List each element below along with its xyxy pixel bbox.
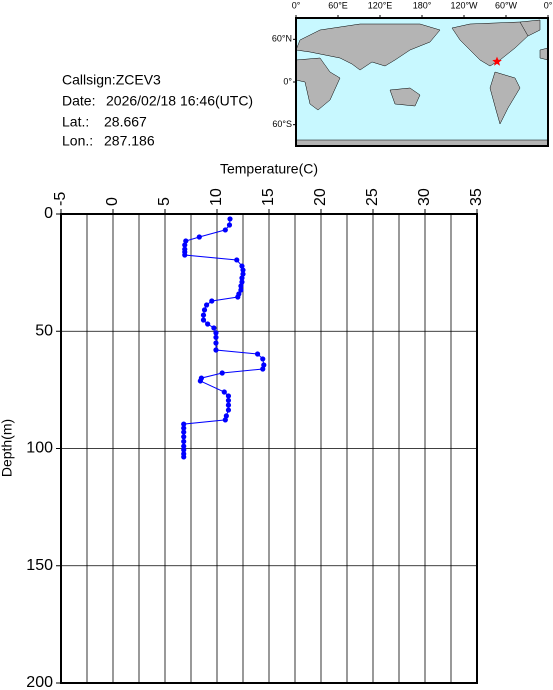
data-point — [235, 294, 241, 300]
data-point — [209, 298, 215, 304]
y-tick-label: 50 — [35, 322, 53, 339]
callsign: Callsign:ZCEV3 — [62, 72, 161, 88]
data-point — [200, 312, 207, 318]
data-point — [222, 417, 228, 423]
data-point — [213, 340, 219, 346]
station-marker — [492, 56, 502, 66]
map-y-label: 60°S — [272, 119, 292, 129]
data-point — [223, 413, 229, 419]
lon: 287.186 — [104, 133, 155, 149]
data-point — [239, 279, 245, 285]
data-point — [225, 407, 232, 413]
data-point — [197, 378, 203, 384]
x-tick-label: -5 — [52, 192, 69, 206]
x-tick-label: 20 — [312, 188, 329, 206]
map — [295, 17, 549, 147]
lon-label: Lon.: — [62, 133, 93, 149]
data-point — [182, 242, 188, 248]
y-tick-label: 0 — [44, 205, 53, 222]
land — [539, 47, 549, 61]
data-point — [254, 351, 261, 357]
data-point — [196, 234, 202, 240]
data-point — [221, 389, 227, 395]
data-point — [240, 267, 246, 273]
x-tick-label: 35 — [468, 188, 485, 206]
data-point — [219, 370, 225, 376]
land — [489, 71, 521, 125]
data-point — [181, 447, 187, 453]
map-x-label: 180° — [413, 0, 432, 10]
data-point — [181, 454, 187, 460]
lat: 28.667 — [104, 114, 147, 130]
data-point — [213, 330, 219, 336]
map-x-label: 120°W — [450, 0, 478, 10]
data-point — [181, 434, 187, 440]
land — [519, 19, 541, 37]
data-point — [213, 334, 219, 340]
land — [389, 87, 421, 107]
data-point — [213, 347, 219, 353]
data-point — [225, 402, 232, 408]
x-tick-label: 0 — [104, 197, 121, 206]
x-tick-label: 15 — [260, 188, 277, 206]
map-y-label: 0° — [283, 76, 292, 86]
y-axis-label: Depth(m) — [0, 419, 15, 477]
data-point — [239, 275, 245, 281]
data-point — [225, 393, 232, 399]
data-point — [222, 227, 228, 233]
data-point — [205, 321, 211, 327]
data-point — [238, 287, 244, 293]
x-tick-label: 25 — [364, 188, 381, 206]
map-x-label: 0° — [544, 0, 553, 10]
map-x-label: 120°E — [368, 0, 393, 10]
data-point — [181, 425, 187, 431]
land — [295, 23, 441, 71]
lat-label: Lat.: — [62, 114, 89, 130]
data-point — [204, 302, 210, 308]
x-tick-label: 30 — [416, 188, 433, 206]
map-x-label: 60°E — [328, 0, 348, 10]
data-point — [211, 325, 217, 331]
land — [295, 57, 341, 111]
data-point — [260, 366, 266, 372]
map-y-label: 60°N — [272, 34, 292, 44]
y-tick-label: 150 — [26, 557, 53, 574]
data-point — [239, 263, 245, 269]
data-point — [226, 222, 233, 228]
y-tick-label: 100 — [26, 440, 53, 457]
x-tick-label: 5 — [156, 197, 173, 206]
x-axis-label: Temperature(C) — [220, 161, 318, 177]
data-point — [227, 216, 233, 222]
data-point — [240, 271, 246, 277]
date-label: Date: — [62, 93, 95, 109]
data-point — [260, 356, 266, 362]
plot-frame — [60, 213, 478, 684]
data-point — [181, 443, 187, 449]
x-tick-label: 10 — [208, 188, 225, 206]
data-point — [201, 307, 208, 313]
data-point — [183, 238, 189, 244]
data-point — [200, 317, 207, 323]
data-point — [234, 257, 240, 263]
data-point — [181, 429, 187, 435]
data-point — [225, 397, 232, 404]
y-tick-label: 200 — [26, 674, 53, 690]
data-point — [238, 283, 244, 289]
data-point — [181, 421, 187, 427]
data-point — [181, 438, 187, 445]
date: 2026/02/18 16:46(UTC) — [106, 93, 253, 109]
map-x-label: 0° — [292, 0, 301, 10]
data-point — [261, 362, 267, 368]
map-x-label: 60°W — [495, 0, 518, 10]
data-point — [182, 252, 188, 258]
